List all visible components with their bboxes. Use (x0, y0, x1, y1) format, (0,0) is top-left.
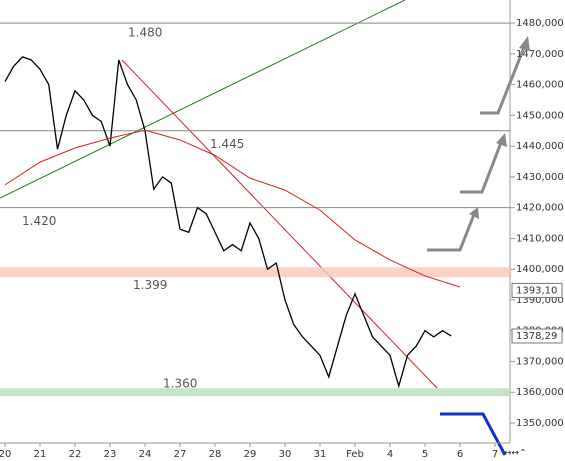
x-tick-label: 22 (69, 449, 82, 460)
nav-icons[interactable]: ↔↔⌃ (504, 449, 527, 459)
x-tick-label: 23 (104, 449, 117, 460)
trend-line (121, 59, 438, 389)
arrow (427, 211, 477, 252)
level-label: 1.399 (133, 278, 167, 292)
x-tick-label: 20 (0, 449, 11, 460)
y-tick-label: 1460,000 (516, 80, 564, 91)
y-tick-label: 1400,000 (516, 264, 564, 275)
price-label: 1378,29 (516, 331, 557, 342)
arrow (460, 139, 504, 194)
level-label: 1.360 (163, 377, 197, 391)
level-band (0, 388, 510, 397)
y-tick-label: 1470,000 (516, 49, 564, 60)
arrow-head (469, 207, 479, 219)
arrow-head (496, 133, 507, 147)
x-tick-label: 6 (457, 449, 463, 460)
price-line (4, 56, 452, 389)
x-tick-label: 28 (209, 449, 222, 460)
y-tick-label: 1480,000 (516, 18, 564, 29)
y-tick-label: 1410,000 (516, 233, 564, 244)
arrow (480, 44, 527, 115)
arrow (440, 412, 507, 456)
y-tick-label: 1370,000 (516, 356, 564, 367)
y-tick-label: 1450,000 (516, 110, 564, 121)
x-tick-label: 4 (387, 449, 393, 460)
y-tick-label: 1430,000 (516, 172, 564, 183)
price-label: 1393,10 (516, 285, 557, 296)
y-tick-label: 1360,000 (516, 387, 564, 398)
price-line (4, 129, 461, 288)
y-tick-label: 1350,000 (516, 418, 564, 429)
x-tick-label: 27 (174, 449, 187, 460)
level-label: 1.480 (128, 26, 162, 40)
x-tick-label: 21 (34, 449, 47, 460)
x-tick-label: 5 (422, 449, 428, 460)
arrow-head (519, 36, 530, 51)
level-band (0, 267, 510, 278)
price-box (511, 328, 563, 344)
x-tick-label: Feb (346, 449, 364, 460)
y-tick-label: 1390,000 (516, 295, 564, 306)
y-tick-label: 1440,000 (516, 141, 564, 152)
level-label: 1.420 (22, 214, 56, 228)
x-tick-label: 24 (139, 449, 152, 460)
price-box (511, 282, 563, 298)
x-tick-label: 29 (244, 449, 257, 460)
y-tick-label: 1420,000 (516, 203, 564, 214)
x-tick-label: 7 (492, 449, 498, 460)
level-label: 1.445 (210, 137, 244, 151)
x-tick-label: 31 (314, 449, 327, 460)
x-tick-label: 30 (279, 449, 292, 460)
trend-line (0, 0, 406, 199)
